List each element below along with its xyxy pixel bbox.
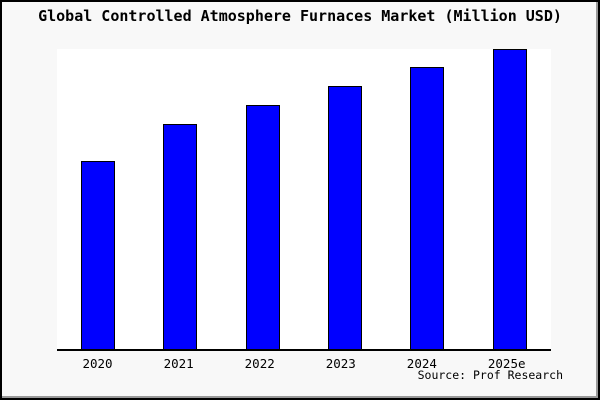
x-tick-label-2021: 2021 [163, 356, 194, 371]
x-axis-labels: 2020 2021 2022 2023 2024 2025e [57, 357, 551, 371]
bar-2020 [81, 161, 116, 349]
x-tick-label-2024: 2024 [406, 356, 437, 371]
chart-title: Global Controlled Atmosphere Furnaces Ma… [38, 7, 562, 25]
x-tick-label-2025e: 2025e [487, 356, 526, 371]
x-tick-label-2020: 2020 [82, 356, 113, 371]
source-note: Source: Prof Research [417, 368, 563, 382]
bar-2025e [492, 49, 527, 349]
x-tick-label-2022: 2022 [244, 356, 275, 371]
bar-2023 [328, 86, 363, 349]
bar-2022 [245, 105, 280, 349]
bar-2021 [163, 124, 198, 349]
x-tick-label-2023: 2023 [325, 356, 356, 371]
bar-2024 [410, 67, 445, 349]
plot-area [57, 49, 551, 351]
bars-container [57, 49, 551, 349]
